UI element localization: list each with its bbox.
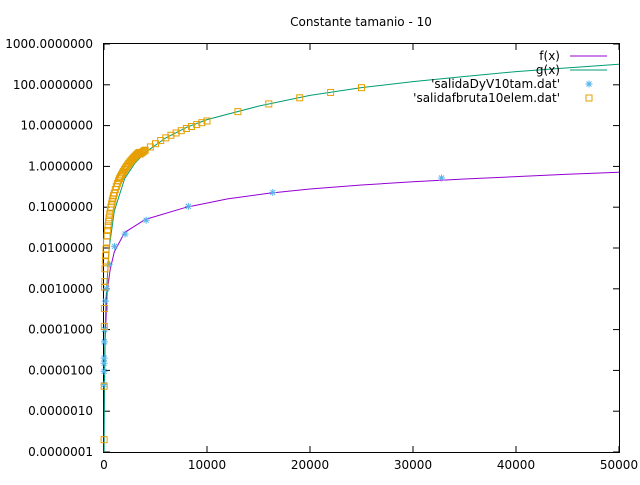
legend-item-0: f(x) bbox=[539, 49, 607, 63]
legend-label: g(x) bbox=[536, 63, 560, 77]
data-point-3 bbox=[182, 124, 190, 132]
legend: f(x)g(x)'salidaDyV10tam.dat''salidafbrut… bbox=[413, 49, 607, 105]
x-tick-label: 10000 bbox=[188, 458, 226, 472]
data-point-3 bbox=[101, 283, 109, 291]
legend-item-2: 'salidaDyV10tam.dat' bbox=[431, 77, 593, 91]
data-point-2 bbox=[269, 188, 277, 196]
data-point-3 bbox=[172, 129, 180, 137]
data-point-3 bbox=[203, 117, 211, 125]
data-point-2 bbox=[101, 297, 109, 305]
data-point-3 bbox=[101, 257, 109, 265]
data-point-3 bbox=[100, 382, 108, 390]
data-point-3 bbox=[234, 108, 242, 116]
data-point-3 bbox=[110, 189, 118, 197]
y-tick-label: 0.0000100 bbox=[28, 363, 93, 377]
legend-label: 'salidaDyV10tam.dat' bbox=[431, 77, 560, 91]
y-tick-label: 0.1000000 bbox=[28, 200, 93, 214]
data-point-3 bbox=[105, 217, 113, 225]
data-point-2 bbox=[103, 285, 111, 293]
y-tick-label: 0.0001000 bbox=[28, 323, 93, 337]
data-point-3 bbox=[139, 148, 147, 156]
data-point-3 bbox=[102, 245, 110, 253]
data-point-2 bbox=[184, 202, 192, 210]
data-point-2 bbox=[100, 367, 108, 375]
data-point-3 bbox=[108, 197, 116, 205]
data-point-3 bbox=[104, 222, 112, 230]
legend-label: 'salidafbruta10elem.dat' bbox=[413, 91, 560, 105]
chart-title: Constante tamanio - 10 bbox=[290, 15, 432, 29]
y-tick-label: 0.0000010 bbox=[28, 404, 93, 418]
data-point-3 bbox=[105, 214, 113, 222]
legend-item-3: 'salidafbruta10elem.dat' bbox=[413, 91, 593, 105]
data-point-3 bbox=[358, 84, 365, 92]
y-tick-label: 0.0100000 bbox=[28, 241, 93, 255]
series-line-0 bbox=[103, 171, 620, 412]
y-tick-label: 1000.0000000 bbox=[5, 37, 93, 51]
data-point-3 bbox=[193, 121, 201, 129]
data-point-3 bbox=[327, 88, 335, 96]
data-point-3 bbox=[103, 232, 111, 240]
x-tick-label: 20000 bbox=[291, 458, 329, 472]
data-point-3 bbox=[100, 436, 108, 444]
y-tick-label: 10.0000000 bbox=[20, 119, 93, 133]
data-point-3 bbox=[106, 210, 114, 218]
data-point-2 bbox=[100, 359, 108, 367]
legend-swatch bbox=[585, 94, 593, 102]
y-tick-label: 0.0000001 bbox=[28, 445, 93, 459]
legend-label: f(x) bbox=[539, 49, 560, 63]
data-point-3 bbox=[188, 123, 196, 131]
legend-item-1: g(x) bbox=[536, 63, 607, 77]
data-point-2 bbox=[142, 216, 150, 224]
data-point-3 bbox=[101, 265, 109, 273]
curves bbox=[103, 63, 620, 453]
x-tick-label: 50000 bbox=[600, 458, 638, 472]
data-point-2 bbox=[100, 354, 108, 362]
legend-swatch bbox=[585, 80, 593, 88]
data-point-3 bbox=[102, 252, 110, 260]
data-point-3 bbox=[167, 131, 175, 139]
data-point-2 bbox=[100, 338, 108, 346]
data-point-3 bbox=[101, 278, 109, 286]
data-point-3 bbox=[104, 226, 112, 234]
y-tick-label: 0.0010000 bbox=[28, 282, 93, 296]
y-tick-label: 100.0000000 bbox=[13, 78, 93, 92]
data-point-2 bbox=[111, 242, 119, 250]
data-point-2 bbox=[121, 230, 129, 238]
x-tick-label: 40000 bbox=[497, 458, 535, 472]
y-tick-label: 1.0000000 bbox=[28, 159, 93, 173]
data-points bbox=[100, 84, 446, 444]
x-tick-label: 0 bbox=[100, 458, 108, 472]
data-point-3 bbox=[140, 147, 148, 155]
data-point-3 bbox=[103, 238, 111, 246]
data-point-2 bbox=[438, 174, 446, 182]
data-point-3 bbox=[198, 119, 206, 127]
axis-ticks: 0.0000001 0.0000010 0.0000100 0.0001000 0.00… bbox=[5, 37, 638, 472]
data-point-3 bbox=[265, 100, 273, 108]
data-point-3 bbox=[177, 127, 185, 135]
data-point-3 bbox=[100, 322, 108, 330]
data-point-3 bbox=[296, 94, 304, 102]
series-line-1 bbox=[103, 63, 620, 453]
x-tick-label: 30000 bbox=[394, 458, 432, 472]
data-point-3 bbox=[100, 304, 108, 312]
